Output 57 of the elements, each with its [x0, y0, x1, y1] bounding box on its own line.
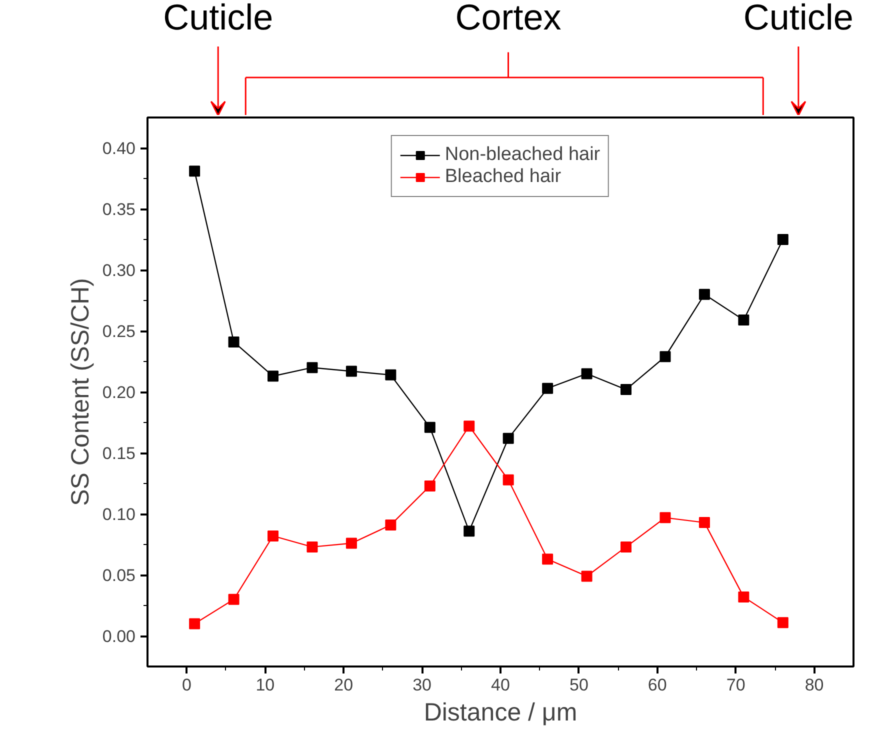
y-axis-title: SS Content (SS/CH) [66, 278, 94, 506]
point [777, 234, 788, 245]
x-tick-label: 50 [569, 676, 588, 694]
x-tick-label: 0 [182, 676, 192, 694]
point [502, 432, 514, 444]
point [502, 474, 514, 486]
point [424, 422, 436, 433]
point [189, 618, 200, 630]
y-tick-label: 0.35 [102, 200, 136, 219]
point [464, 526, 475, 537]
point [189, 166, 200, 177]
y-tick-label: 0.05 [102, 566, 136, 585]
x-tick-label: 80 [804, 676, 824, 694]
y-tick-label: 0.10 [102, 505, 136, 524]
y-tick-label: 0.00 [102, 627, 136, 646]
point [385, 369, 396, 380]
x-axis-title: Distance / μm [424, 698, 578, 726]
point [738, 591, 750, 602]
text: Cortex [455, 0, 562, 38]
point [464, 420, 475, 432]
point [346, 366, 357, 377]
y-tick-label: 0.40 [102, 139, 136, 158]
point [385, 519, 396, 530]
x-tick-label: 10 [256, 676, 275, 694]
point [698, 288, 710, 300]
legend-label: Non-bleached hair [444, 144, 600, 166]
point [777, 617, 788, 628]
point [660, 351, 671, 362]
x-tick-label: 70 [726, 676, 746, 694]
text: Cuticle [743, 0, 854, 38]
point [542, 554, 554, 565]
point [698, 517, 710, 528]
point [228, 594, 240, 605]
point [542, 382, 554, 394]
point [581, 570, 592, 582]
y-tick-label: 0.15 [102, 444, 136, 463]
point [620, 384, 632, 396]
point [581, 368, 592, 380]
x-tick-label: 40 [491, 676, 510, 694]
point [306, 541, 318, 552]
point [268, 530, 279, 542]
point [424, 480, 436, 492]
point [306, 362, 318, 374]
point [738, 314, 750, 326]
point [620, 541, 632, 552]
y-tick-label: 0.30 [102, 261, 136, 280]
legend-label: Bleached hair [444, 166, 562, 188]
x-tick-label: 60 [648, 676, 667, 694]
x-tick-label: 30 [412, 676, 432, 694]
text: Cuticle [163, 0, 274, 38]
point [228, 336, 240, 348]
point [346, 538, 357, 549]
point [268, 370, 279, 382]
x-tick-label: 20 [334, 676, 354, 694]
y-tick-label: 0.20 [102, 383, 136, 402]
point [660, 512, 671, 524]
y-tick-label: 0.25 [102, 322, 136, 341]
